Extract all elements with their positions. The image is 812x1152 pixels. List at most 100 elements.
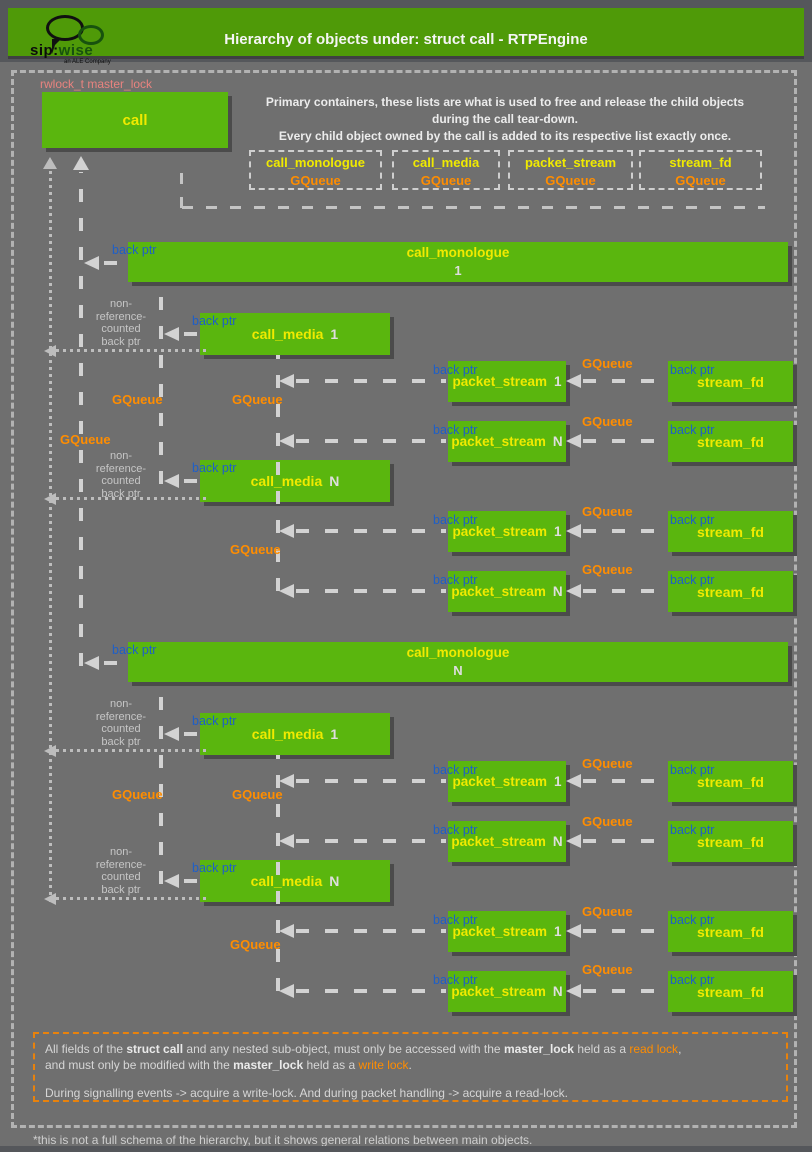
dash-segment	[184, 732, 197, 736]
locking-note-line-2: and must only be modified with the maste…	[45, 1057, 776, 1073]
arrow-left-icon	[279, 434, 294, 448]
container-type: GQueue	[675, 173, 726, 188]
nonref-backptr-line	[56, 749, 206, 752]
back-ptr-label: back ptr	[670, 573, 715, 587]
locking-note-line-3: During signalling events -> acquire a wr…	[45, 1086, 568, 1100]
nonref-backptr-label: non- reference- counted back ptr	[95, 450, 147, 500]
back-ptr-label: back ptr	[112, 243, 157, 257]
arrow-left-icon	[164, 474, 179, 488]
gqueue-label: GQueue	[60, 432, 111, 447]
packet-stream-1-box: packet_stream 1	[448, 911, 566, 952]
logo-tagline: an ALE Company	[64, 59, 111, 65]
call-media-n-box: call_media N	[200, 460, 390, 502]
footnote: *this is not a full schema of the hierar…	[33, 1133, 533, 1147]
gqueue-label: GQueue	[112, 787, 163, 802]
container-name: stream_fd	[669, 155, 732, 170]
packet-backptr-line	[296, 439, 446, 443]
box-index: N	[552, 834, 563, 849]
box-title: stream_fd	[697, 523, 764, 540]
packet-backptr-line	[296, 779, 446, 783]
arrow-left-icon	[566, 834, 581, 848]
back-ptr-label: back ptr	[112, 643, 157, 657]
arrow-left-icon	[279, 774, 294, 788]
arrow-left-icon	[566, 374, 581, 388]
packet-backptr-line	[296, 589, 446, 593]
write-lock-text: write lock	[358, 1058, 409, 1072]
packet-stream-n-box: packet_stream N	[448, 971, 566, 1012]
back-ptr-label: back ptr	[192, 314, 237, 328]
arrow-up-icon	[43, 157, 57, 169]
box-title: packet_stream	[452, 774, 548, 789]
container-type: GQueue	[290, 173, 341, 188]
nonref-backptr-line	[56, 349, 206, 352]
gqueue-label: GQueue	[232, 787, 283, 802]
monologue-backptr-trunk-line	[79, 172, 83, 666]
master-lock-label: rwlock_t master_lock	[40, 77, 153, 91]
gqueue-label: GQueue	[112, 392, 163, 407]
back-ptr-label: back ptr	[433, 913, 478, 927]
note-line-2: during the call tear-down.	[431, 112, 578, 126]
call-media-n-box: call_media N	[200, 860, 390, 902]
packet-stream-1-box: packet_stream 1	[448, 761, 566, 802]
dash-segment	[184, 332, 197, 336]
note-text: and any nested sub-object, must only be …	[183, 1042, 504, 1056]
note-text-bold: master_lock	[503, 1042, 574, 1056]
box-title: stream_fd	[697, 373, 764, 390]
arrow-left-icon	[44, 893, 56, 905]
call-box: call	[42, 92, 228, 148]
stream-fd-box: stream_fd	[668, 361, 793, 402]
gqueue-label: GQueue	[230, 937, 281, 952]
streamfd-gqueue-line	[583, 379, 668, 383]
arrow-left-icon	[84, 656, 99, 670]
back-ptr-label: back ptr	[670, 423, 715, 437]
box-index: N	[552, 434, 563, 449]
box-index: N	[552, 984, 563, 999]
note-text-bold: struct call	[126, 1042, 184, 1056]
container-name: packet_stream	[524, 155, 617, 170]
container-type: GQueue	[420, 173, 472, 188]
box-index: 1	[554, 374, 562, 389]
packet-backptr-line	[296, 839, 446, 843]
gqueue-label: GQueue	[582, 356, 633, 371]
logo-sip: sip:	[30, 42, 59, 59]
packet-stream-n-box: packet_stream N	[448, 821, 566, 862]
locking-note-box: All fields of the struct call and any ne…	[33, 1032, 788, 1102]
nonref-backptr-label: non- reference- counted back ptr	[95, 698, 147, 748]
call-monologue-n-box: call_monologue N	[128, 642, 788, 682]
back-ptr-label: back ptr	[192, 461, 237, 475]
back-ptr-label: back ptr	[670, 363, 715, 377]
page-title: Hierarchy of objects under: struct call …	[224, 31, 588, 48]
dash-segment	[104, 261, 117, 265]
packet-stream-1-box: packet_stream 1	[448, 511, 566, 552]
container-line-stub	[180, 168, 183, 208]
back-ptr-label: back ptr	[433, 423, 478, 437]
gqueue-label: GQueue	[232, 392, 283, 407]
note-text: .	[408, 1058, 412, 1072]
box-title: packet_stream	[451, 834, 546, 849]
arrow-up-icon	[73, 156, 89, 170]
note-text-bold: master_lock	[233, 1058, 304, 1072]
gqueue-label: GQueue	[582, 962, 633, 977]
back-ptr-label: back ptr	[192, 861, 237, 875]
sipwise-logo: sip:wise an ALE Company	[22, 11, 122, 65]
container-stream-fd: stream_fd GQueue	[639, 150, 762, 190]
box-title: packet_stream	[451, 434, 546, 449]
locking-note-line-1: All fields of the struct call and any ne…	[45, 1041, 776, 1057]
box-index: N	[329, 873, 340, 889]
note-line-3: Every child object owned by the call is …	[278, 129, 732, 143]
nonref-backptr-trunk-line	[49, 170, 52, 902]
box-index: N	[453, 663, 463, 678]
streamfd-gqueue-line	[583, 439, 668, 443]
box-title: stream_fd	[697, 583, 764, 600]
box-title: call_media	[250, 473, 323, 489]
note-line-1: Primary containers, these lists are what…	[265, 95, 745, 109]
packet-backptr-line	[296, 989, 446, 993]
arrow-left-icon	[279, 834, 294, 848]
spacer	[45, 1073, 776, 1085]
gqueue-label: GQueue	[582, 414, 633, 429]
back-ptr-label: back ptr	[670, 763, 715, 777]
back-ptr-label: back ptr	[670, 973, 715, 987]
stream-gqueue-line	[276, 355, 280, 591]
streamfd-gqueue-line	[583, 529, 668, 533]
